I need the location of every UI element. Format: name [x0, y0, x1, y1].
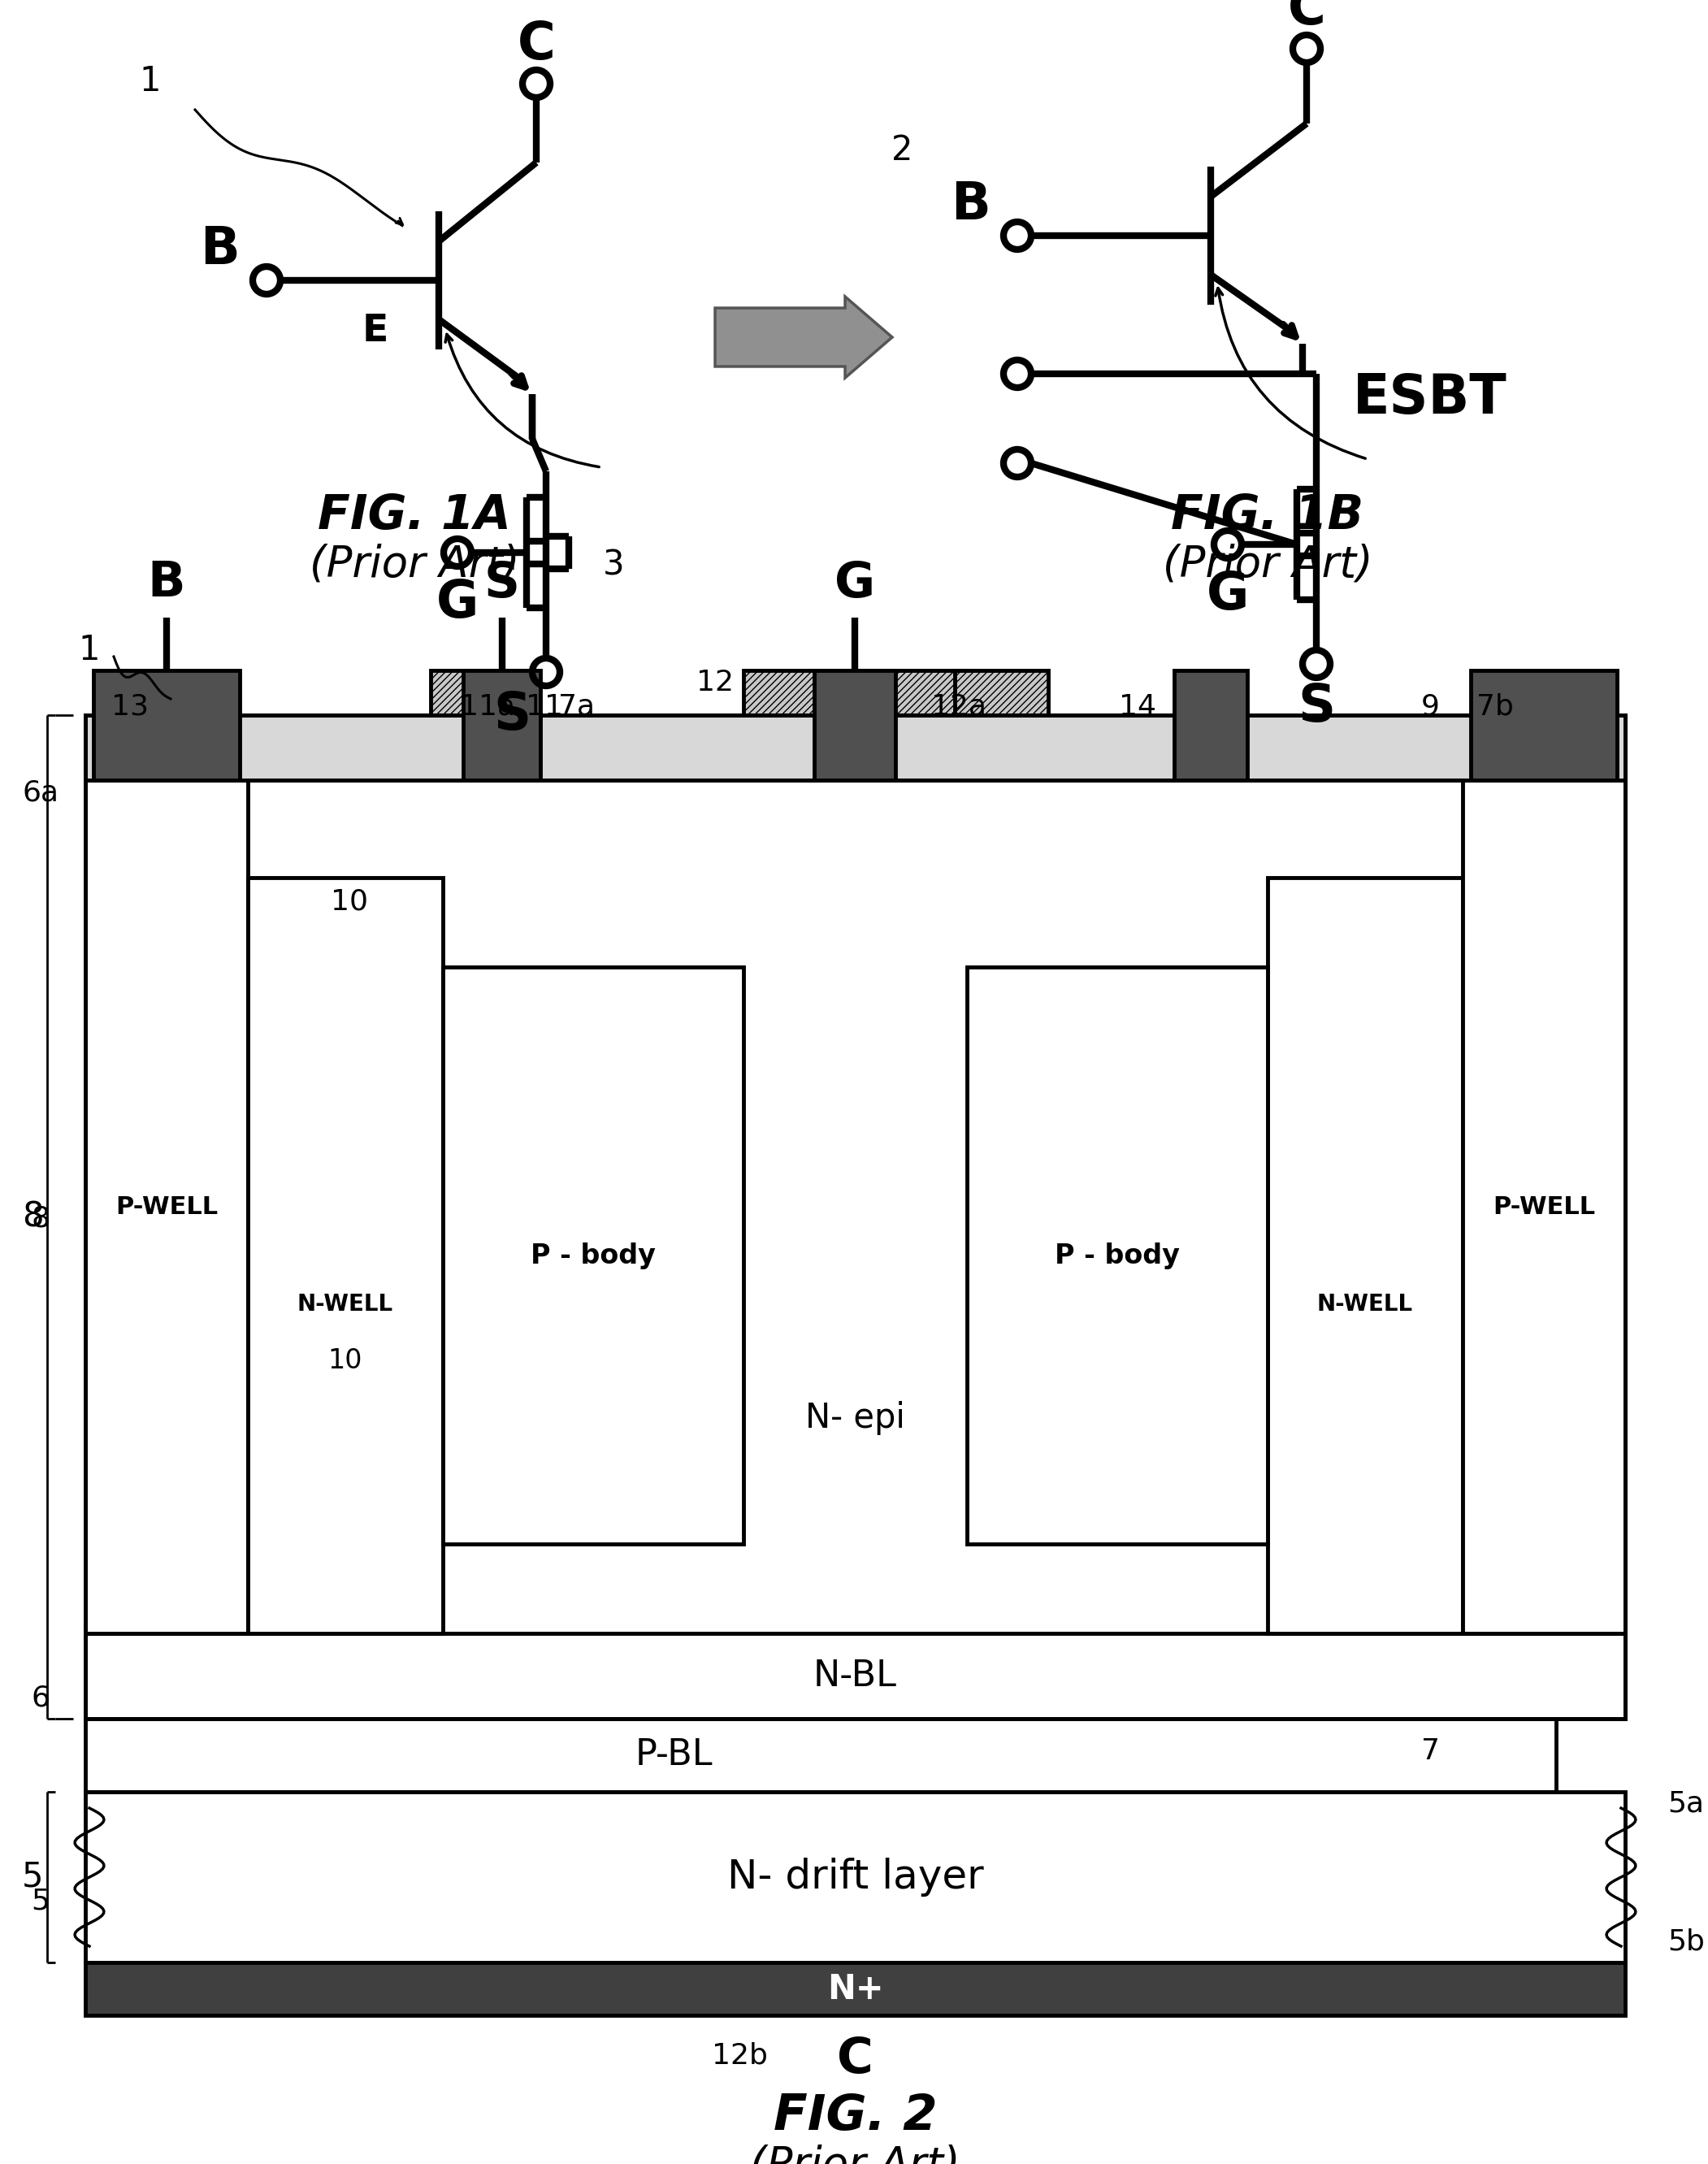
- Bar: [85, 1718, 1556, 1792]
- Text: 2: 2: [892, 134, 912, 167]
- Bar: [815, 671, 895, 779]
- Bar: [85, 714, 1624, 1718]
- Text: B: B: [951, 180, 991, 229]
- Text: P - body: P - body: [531, 1242, 656, 1268]
- Text: N-WELL: N-WELL: [1317, 1292, 1413, 1316]
- Text: 12b: 12b: [712, 2043, 767, 2069]
- Text: 13: 13: [111, 692, 149, 721]
- Bar: [1267, 879, 1462, 1634]
- Bar: [1173, 671, 1247, 779]
- Text: 1: 1: [140, 65, 161, 97]
- Text: FIG. 1A: FIG. 1A: [318, 493, 511, 539]
- Bar: [955, 671, 1049, 714]
- Text: 7a: 7a: [559, 692, 594, 721]
- Text: 11: 11: [526, 692, 564, 721]
- Text: C: C: [1288, 0, 1325, 35]
- Bar: [85, 1963, 1624, 2015]
- Bar: [463, 671, 540, 779]
- FancyArrow shape: [716, 296, 892, 379]
- Text: P-BL: P-BL: [635, 1738, 712, 1772]
- Bar: [430, 671, 524, 714]
- Text: 7b: 7b: [1476, 692, 1513, 721]
- Text: G: G: [436, 578, 478, 628]
- Text: 1: 1: [79, 634, 101, 667]
- Text: C: C: [837, 2036, 873, 2084]
- Text: 8: 8: [22, 1199, 43, 1233]
- Bar: [743, 671, 967, 714]
- Text: P-WELL: P-WELL: [1493, 1195, 1595, 1218]
- Bar: [248, 879, 442, 1634]
- Bar: [85, 1792, 1624, 1963]
- Text: 10: 10: [328, 1348, 362, 1374]
- Text: 5: 5: [22, 1861, 43, 1894]
- Bar: [85, 779, 1624, 1634]
- Bar: [442, 967, 743, 1543]
- Text: 6a: 6a: [22, 779, 58, 807]
- Text: P - body: P - body: [1056, 1242, 1180, 1268]
- Text: N-BL: N-BL: [813, 1658, 897, 1694]
- Text: N- epi: N- epi: [804, 1400, 905, 1435]
- Text: 5b: 5b: [1667, 1928, 1705, 1956]
- Text: C: C: [518, 19, 555, 69]
- Bar: [85, 714, 1624, 779]
- Text: 6: 6: [31, 1684, 50, 1712]
- Text: 5: 5: [31, 1887, 50, 1915]
- Text: 7: 7: [1421, 1738, 1440, 1766]
- Text: 12a: 12a: [931, 692, 987, 721]
- Text: 8: 8: [31, 1205, 50, 1233]
- Text: (Prior Art): (Prior Art): [309, 543, 519, 586]
- Text: N+: N+: [827, 1971, 883, 2006]
- Text: FIG. 1B: FIG. 1B: [1172, 493, 1365, 539]
- Text: E: E: [362, 312, 388, 348]
- Text: 12: 12: [697, 669, 734, 697]
- Text: P-WELL: P-WELL: [116, 1195, 219, 1218]
- Text: FIG. 2: FIG. 2: [774, 2093, 938, 2140]
- Text: S: S: [483, 560, 519, 608]
- Bar: [94, 671, 239, 779]
- Text: 9: 9: [1421, 692, 1440, 721]
- Bar: [85, 1634, 1624, 1718]
- Text: 11a: 11a: [459, 692, 516, 721]
- Text: (Prior Art): (Prior Art): [750, 2145, 960, 2164]
- Bar: [967, 967, 1267, 1543]
- Text: ESBT: ESBT: [1353, 372, 1506, 424]
- Text: B: B: [147, 560, 186, 608]
- Text: S: S: [1298, 682, 1336, 731]
- Bar: [1462, 779, 1624, 1634]
- Text: 10: 10: [331, 887, 369, 915]
- Bar: [1471, 671, 1617, 779]
- Text: (Prior Art): (Prior Art): [1163, 543, 1373, 586]
- Text: 5a: 5a: [1667, 1790, 1705, 1818]
- Text: N-WELL: N-WELL: [297, 1292, 393, 1316]
- Bar: [85, 779, 248, 1634]
- Text: 14: 14: [1119, 692, 1156, 721]
- Text: 3: 3: [603, 547, 625, 582]
- Text: G: G: [1206, 569, 1249, 621]
- Text: S: S: [494, 690, 531, 740]
- Text: G: G: [835, 560, 874, 608]
- Text: N- drift layer: N- drift layer: [728, 1857, 984, 1896]
- Text: B: B: [200, 225, 239, 275]
